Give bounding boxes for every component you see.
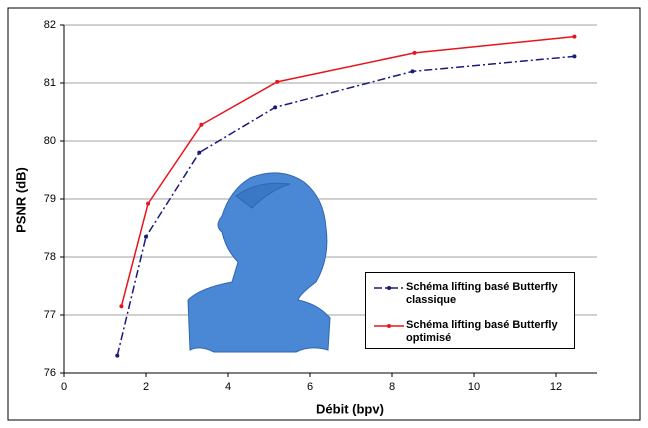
bust-image bbox=[187, 172, 331, 353]
point bbox=[146, 201, 151, 206]
point bbox=[197, 150, 202, 155]
y-tick-label: 82 bbox=[44, 19, 56, 31]
series-line bbox=[120, 35, 575, 307]
x-tick-label: 4 bbox=[225, 381, 231, 393]
y-tick-label: 77 bbox=[44, 309, 56, 321]
legend-marker bbox=[387, 286, 391, 290]
legend-label: Schéma lifting basé Butterfly classique bbox=[406, 281, 558, 306]
point bbox=[572, 34, 577, 39]
y-tick-label: 76 bbox=[44, 367, 56, 379]
legend-swatch bbox=[374, 324, 404, 328]
point bbox=[273, 105, 278, 110]
point bbox=[572, 54, 577, 59]
point bbox=[119, 304, 124, 309]
point bbox=[199, 122, 204, 127]
x-tick-label: 2 bbox=[143, 381, 149, 393]
x-tick-label: 0 bbox=[61, 381, 67, 393]
x-tick-label: 10 bbox=[468, 381, 480, 393]
legend: Schéma lifting basé Butterfly classique S… bbox=[365, 272, 575, 349]
y-tick-label: 79 bbox=[44, 193, 56, 205]
x-axis-title: Débit (bpv) bbox=[316, 401, 384, 416]
point bbox=[412, 50, 417, 55]
x-tick-label: 8 bbox=[389, 381, 395, 393]
point bbox=[410, 69, 415, 74]
y-tick-label: 80 bbox=[44, 135, 56, 147]
legend-marker bbox=[387, 324, 391, 328]
y-axis-title: PSNR (dB) bbox=[13, 167, 28, 233]
plot bbox=[115, 34, 577, 358]
y-tick-label: 78 bbox=[44, 251, 56, 263]
x-tick-label: 6 bbox=[307, 381, 313, 393]
x-tick-label: 12 bbox=[550, 381, 562, 393]
point bbox=[275, 79, 280, 84]
legend-label: Schéma lifting basé Butterfly optimisé bbox=[406, 319, 558, 344]
legend-swatch bbox=[374, 286, 404, 290]
point bbox=[115, 353, 120, 358]
grid: 76 77 78 79 80 81 82 0 2 4 6 8 10 12 bbox=[44, 19, 597, 393]
point bbox=[144, 234, 148, 239]
y-tick-label: 81 bbox=[44, 77, 56, 89]
series-line bbox=[116, 55, 575, 356]
